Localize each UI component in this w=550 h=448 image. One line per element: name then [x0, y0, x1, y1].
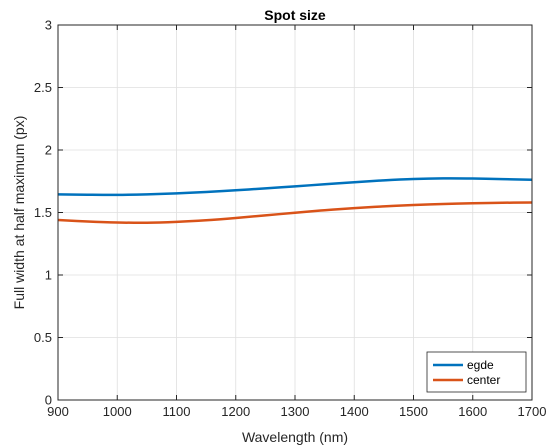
legend: egde center	[426, 351, 527, 393]
y-axis-label: Full width at half maximum (px)	[11, 116, 27, 310]
x-tick-label: 1500	[399, 404, 428, 419]
y-tick-label: 1	[45, 268, 52, 283]
y-tick-label: 0	[45, 393, 52, 408]
series-line-egde	[57, 177, 533, 197]
y-tick-label: 0.5	[34, 330, 52, 345]
x-tick-label: 1000	[103, 404, 132, 419]
x-tick-label: 1100	[163, 404, 191, 419]
x-tick-label: 1400	[340, 404, 369, 419]
x-axis-label: Wavelength (nm)	[242, 429, 348, 445]
y-tick-label: 1.5	[34, 205, 52, 220]
series-lines	[57, 177, 533, 225]
x-tick-labels: 900 1000 1100 1200 1300 1400 1500 1600 1700	[47, 404, 546, 419]
x-tick-label: 1200	[221, 404, 250, 419]
legend-label-center: center	[467, 373, 500, 387]
y-tick-label: 3	[45, 18, 52, 33]
x-tick-label: 1300	[281, 404, 310, 419]
x-tick-label: 1600	[458, 404, 487, 419]
y-tick-label: 2	[45, 143, 52, 158]
x-tick-label: 900	[47, 404, 69, 419]
x-tick-label: 1700	[518, 404, 547, 419]
legend-label-egde: egde	[467, 358, 494, 372]
y-tick-label: 2.5	[34, 80, 52, 95]
series-line-center	[57, 201, 533, 225]
legend-box	[426, 351, 527, 393]
y-tick-labels: 0 0.5 1 1.5 2 2.5 3	[34, 18, 52, 408]
chart-title: Spot size	[264, 7, 326, 23]
ticks	[57, 24, 533, 401]
